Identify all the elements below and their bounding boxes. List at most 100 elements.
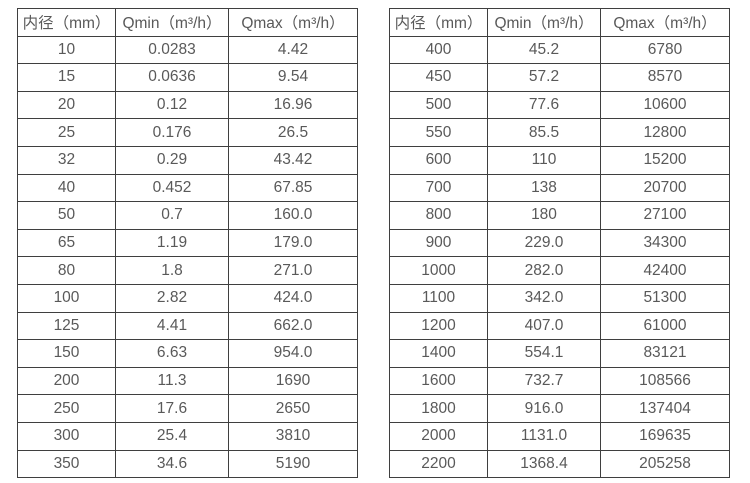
table-row: 350 34.6 5190 <box>17 449 358 479</box>
cell: 16.96 <box>228 90 358 120</box>
cell: 4.42 <box>228 35 358 65</box>
table-row: 2200 1368.4 205258 <box>389 449 730 479</box>
table-row: 2000 1131.0 169635 <box>389 421 730 451</box>
table-row: 800 180 27100 <box>389 201 730 230</box>
column-header: 内径（mm） <box>389 8 488 37</box>
table-row: 550 85.5 12800 <box>389 118 730 147</box>
cell: 5190 <box>228 449 358 479</box>
cell: 77.6 <box>487 90 601 120</box>
cell: 271.0 <box>228 256 358 285</box>
cell: 179.0 <box>228 228 358 258</box>
table-row: 1600 732.7 108566 <box>389 366 730 396</box>
cell: 350 <box>17 449 116 479</box>
table-body: 10 0.0283 4.42 15 0.0636 9.54 20 0.12 16.96 25 0.1… <box>17 35 358 479</box>
table-row: 400 45.2 6780 <box>389 35 730 65</box>
cell: 0.0636 <box>115 63 229 92</box>
table-row: 32 0.29 43.42 <box>17 145 358 175</box>
cell: 1690 <box>228 366 358 396</box>
cell: 0.12 <box>115 90 229 120</box>
table-header-row: 内径（mm） Qmin（m³/h） Qmax（m³/h） <box>17 8 358 37</box>
cell: 160.0 <box>228 201 358 230</box>
cell: 450 <box>389 63 488 92</box>
flow-table-small-diameters: 内径（mm） Qmin（m³/h） Qmax（m³/h） 10 0.0283 4.42 1… <box>17 8 358 479</box>
table-row: 40 0.452 67.85 <box>17 173 358 203</box>
cell: 0.176 <box>115 118 229 147</box>
flow-rate-tables-container: 内径（mm） Qmin（m³/h） Qmax（m³/h） 10 0.0283 4.42 1… <box>17 8 730 479</box>
cell: 125 <box>17 311 116 341</box>
cell: 1000 <box>389 256 488 285</box>
table-row: 25 0.176 26.5 <box>17 118 358 147</box>
flow-table-large-diameters: 内径（mm） Qmin（m³/h） Qmax（m³/h） 400 45.2 6780 45… <box>389 8 730 479</box>
table-row: 450 57.2 8570 <box>389 63 730 92</box>
cell: 20700 <box>600 173 730 203</box>
table-row: 200 11.3 1690 <box>17 366 358 396</box>
table-row: 50 0.7 160.0 <box>17 201 358 230</box>
cell: 26.5 <box>228 118 358 147</box>
cell: 2650 <box>228 394 358 423</box>
cell: 4.41 <box>115 311 229 341</box>
cell: 1100 <box>389 283 488 313</box>
cell: 229.0 <box>487 228 601 258</box>
cell: 900 <box>389 228 488 258</box>
table-row: 1800 916.0 137404 <box>389 394 730 423</box>
cell: 10600 <box>600 90 730 120</box>
cell: 9.54 <box>228 63 358 92</box>
table-row: 300 25.4 3810 <box>17 421 358 451</box>
cell: 42400 <box>600 256 730 285</box>
cell: 57.2 <box>487 63 601 92</box>
cell: 0.7 <box>115 201 229 230</box>
cell: 282.0 <box>487 256 601 285</box>
table-body: 400 45.2 6780 450 57.2 8570 500 77.6 10600 550 85.… <box>389 35 730 479</box>
cell: 916.0 <box>487 394 601 423</box>
table-row: 内径（mm） Qmin（m³/h） Qmax（m³/h） <box>17 8 358 37</box>
table-row: 500 77.6 10600 <box>389 90 730 120</box>
cell: 550 <box>389 118 488 147</box>
table-row: 1000 282.0 42400 <box>389 256 730 285</box>
cell: 51300 <box>600 283 730 313</box>
cell: 67.85 <box>228 173 358 203</box>
cell: 80 <box>17 256 116 285</box>
cell: 138 <box>487 173 601 203</box>
cell: 400 <box>389 35 488 65</box>
table-row: 15 0.0636 9.54 <box>17 63 358 92</box>
cell: 85.5 <box>487 118 601 147</box>
column-header: 内径（mm） <box>17 8 116 37</box>
cell: 954.0 <box>228 339 358 368</box>
cell: 0.452 <box>115 173 229 203</box>
cell: 1800 <box>389 394 488 423</box>
cell: 1.8 <box>115 256 229 285</box>
table-row: 65 1.19 179.0 <box>17 228 358 258</box>
cell: 100 <box>17 283 116 313</box>
cell: 2000 <box>389 421 488 451</box>
table-row: 20 0.12 16.96 <box>17 90 358 120</box>
cell: 300 <box>17 421 116 451</box>
cell: 43.42 <box>228 145 358 175</box>
cell: 150 <box>17 339 116 368</box>
cell: 732.7 <box>487 366 601 396</box>
table-row: 125 4.41 662.0 <box>17 311 358 341</box>
table-row: 1400 554.1 83121 <box>389 339 730 368</box>
table-row: 700 138 20700 <box>389 173 730 203</box>
cell: 6780 <box>600 35 730 65</box>
cell: 25.4 <box>115 421 229 451</box>
cell: 205258 <box>600 449 730 479</box>
cell: 1368.4 <box>487 449 601 479</box>
cell: 3810 <box>228 421 358 451</box>
cell: 554.1 <box>487 339 601 368</box>
table-row: 150 6.63 954.0 <box>17 339 358 368</box>
cell: 11.3 <box>115 366 229 396</box>
cell: 2200 <box>389 449 488 479</box>
cell: 6.63 <box>115 339 229 368</box>
cell: 34300 <box>600 228 730 258</box>
table-row: 1100 342.0 51300 <box>389 283 730 313</box>
cell: 32 <box>17 145 116 175</box>
cell: 500 <box>389 90 488 120</box>
cell: 662.0 <box>228 311 358 341</box>
cell: 137404 <box>600 394 730 423</box>
cell: 83121 <box>600 339 730 368</box>
cell: 15 <box>17 63 116 92</box>
cell: 800 <box>389 201 488 230</box>
cell: 61000 <box>600 311 730 341</box>
cell: 342.0 <box>487 283 601 313</box>
column-header: Qmin（m³/h） <box>115 8 229 37</box>
